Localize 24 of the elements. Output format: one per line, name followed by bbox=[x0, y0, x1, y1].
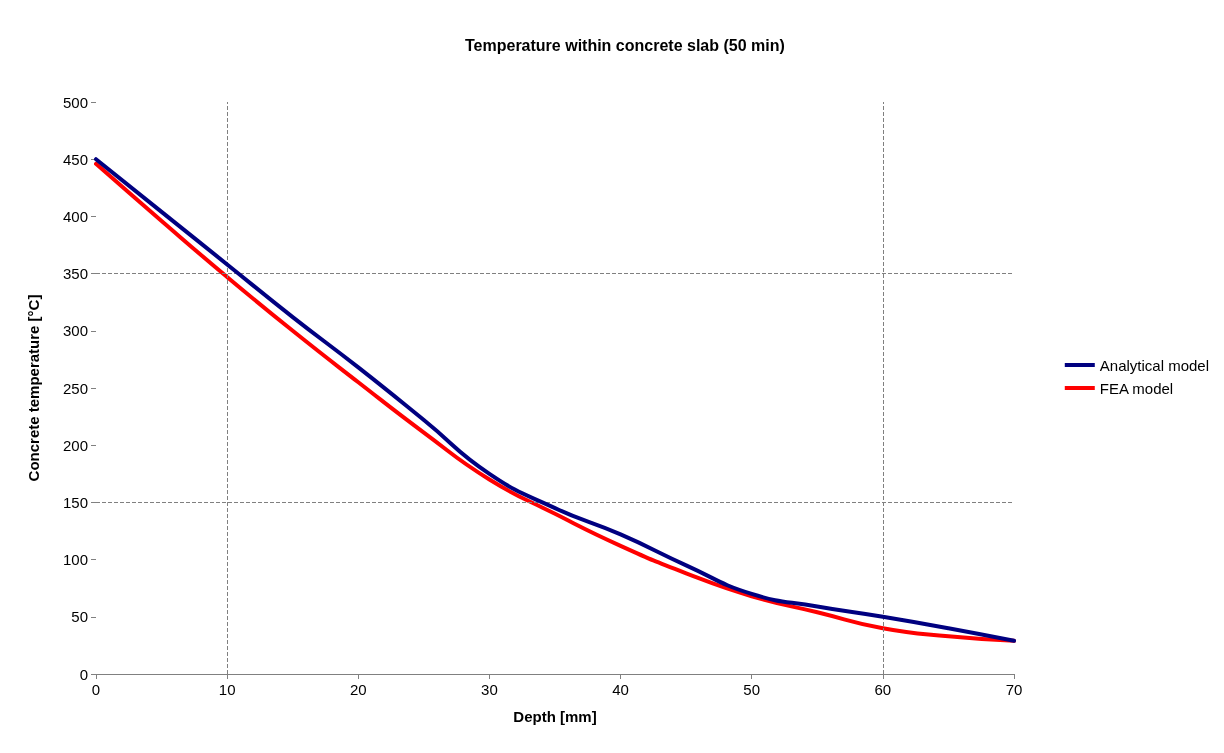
x-tick-label: 20 bbox=[349, 681, 367, 698]
y-tick-label: 50 bbox=[71, 608, 88, 626]
y-tick-label: 500 bbox=[62, 93, 88, 111]
y-tick-label: 100 bbox=[62, 551, 88, 569]
x-tick-label: 10 bbox=[218, 681, 236, 698]
legend-label: Analytical model bbox=[1099, 356, 1209, 374]
x-tick-label: 40 bbox=[612, 681, 629, 698]
x-tick-label: 50 bbox=[743, 681, 761, 698]
y-tick-label: 200 bbox=[62, 436, 88, 454]
x-tick-label: 0 bbox=[91, 681, 101, 698]
y-tick-label: 150 bbox=[62, 493, 88, 511]
y-tick-label: 300 bbox=[62, 322, 88, 340]
legend-label: FEA model bbox=[1099, 379, 1174, 397]
y-tick-label: 0 bbox=[79, 665, 88, 683]
y-tick-label: 250 bbox=[62, 379, 88, 397]
y-tick-label: 350 bbox=[62, 265, 88, 283]
chart-title: Temperature within concrete slab (50 min) bbox=[465, 36, 785, 54]
y-tick-label: 400 bbox=[62, 207, 88, 225]
y-tick-label: 450 bbox=[62, 150, 88, 168]
x-axis-title: Depth [mm] bbox=[513, 708, 597, 725]
x-tick-label: 30 bbox=[481, 681, 498, 698]
x-tick-label: 60 bbox=[874, 681, 892, 698]
x-tick-label: 70 bbox=[1005, 681, 1023, 698]
y-axis-title: Concrete temperature [°C] bbox=[25, 294, 42, 482]
